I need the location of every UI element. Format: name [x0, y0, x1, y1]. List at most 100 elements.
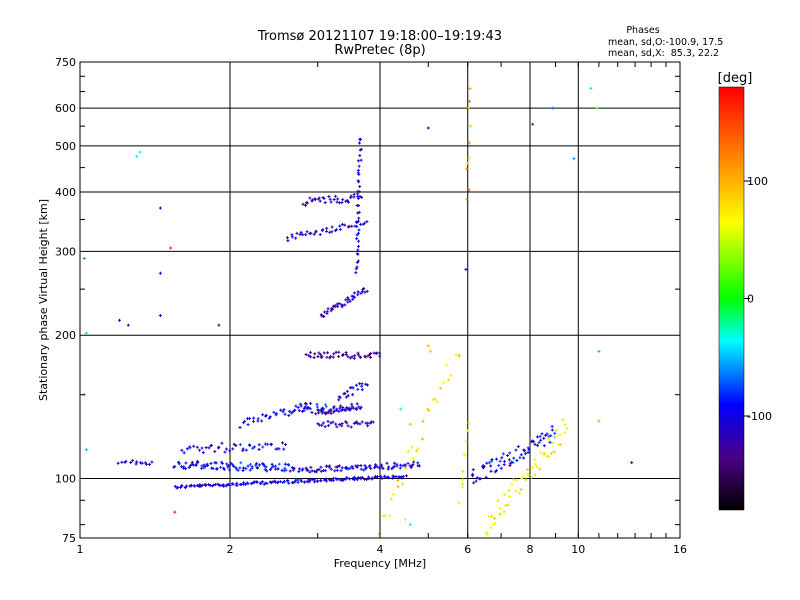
data-point	[324, 479, 328, 483]
data-point	[325, 229, 329, 233]
data-point	[357, 204, 361, 208]
data-point	[597, 419, 601, 423]
data-point	[356, 387, 360, 391]
data-point	[315, 468, 319, 472]
data-point	[519, 453, 523, 457]
data-point	[274, 413, 278, 417]
data-point	[283, 462, 287, 466]
data-point	[362, 468, 366, 472]
data-point	[147, 462, 151, 466]
data-point	[244, 466, 248, 470]
data-point	[310, 198, 314, 202]
data-point	[404, 466, 408, 470]
data-point	[214, 461, 218, 465]
data-point	[317, 411, 320, 415]
data-point	[351, 386, 355, 390]
data-point	[355, 402, 359, 406]
data-point	[182, 451, 186, 455]
data-point	[329, 411, 333, 415]
data-point	[507, 458, 511, 462]
colorbar-label: [deg]	[718, 71, 753, 86]
data-point	[323, 201, 327, 205]
data-point	[134, 462, 138, 466]
data-point	[326, 307, 330, 311]
data-point	[597, 349, 601, 353]
data-point	[270, 462, 274, 466]
data-point	[337, 464, 341, 468]
data-point	[256, 417, 260, 421]
data-point	[224, 447, 228, 451]
data-point	[351, 297, 355, 301]
data-point	[530, 475, 534, 479]
data-point	[467, 156, 471, 160]
data-point	[314, 229, 318, 233]
data-point	[319, 469, 323, 473]
x-tick-label: 6	[464, 543, 471, 556]
data-point	[533, 473, 537, 477]
data-point	[474, 479, 478, 483]
data-point	[467, 141, 471, 145]
data-point	[377, 466, 381, 470]
data-point	[502, 463, 506, 467]
data-point	[417, 464, 421, 468]
data-point	[561, 418, 565, 422]
data-point	[507, 488, 511, 492]
data-point	[447, 378, 451, 382]
data-point	[325, 355, 329, 359]
data-point	[294, 404, 298, 408]
data-point	[535, 435, 539, 439]
data-point	[358, 185, 362, 189]
colorbar	[719, 87, 744, 510]
data-point	[314, 412, 318, 416]
data-point	[315, 402, 319, 406]
data-point	[210, 443, 214, 447]
data-point	[439, 386, 443, 390]
data-point	[542, 452, 546, 456]
data-point	[261, 413, 265, 417]
data-point	[334, 465, 338, 469]
data-point	[521, 475, 525, 479]
data-point	[135, 154, 139, 158]
x-tick-label: 8	[527, 543, 534, 556]
chart-title: Tromsø 20121107 19:18:00–19:19:43	[257, 29, 502, 44]
data-point	[485, 461, 489, 465]
data-point	[383, 514, 387, 518]
data-point	[297, 409, 301, 413]
data-point	[346, 394, 350, 398]
data-point	[508, 462, 512, 466]
data-point	[329, 467, 333, 471]
data-point	[205, 462, 209, 466]
data-point	[243, 419, 247, 423]
data-point	[461, 482, 465, 486]
data-point	[325, 310, 329, 314]
data-point	[302, 480, 306, 484]
data-point	[234, 443, 238, 447]
data-point	[334, 350, 338, 354]
data-point	[197, 448, 201, 452]
y-tick-label: 75	[62, 532, 76, 545]
data-point	[526, 467, 530, 471]
data-point	[217, 323, 221, 327]
data-point	[335, 407, 339, 411]
data-point	[173, 484, 177, 488]
data-point	[406, 461, 410, 465]
data-point	[290, 465, 294, 469]
data-point	[433, 397, 437, 401]
data-point	[301, 202, 305, 206]
data-point	[510, 483, 514, 487]
data-point	[212, 483, 216, 487]
data-point	[531, 122, 535, 126]
data-point	[316, 479, 320, 483]
data-point	[264, 465, 268, 469]
data-point	[327, 464, 331, 468]
data-point	[360, 475, 364, 479]
data-point	[339, 469, 343, 473]
data-point	[334, 422, 338, 426]
data-point	[343, 392, 347, 396]
data-point	[312, 232, 316, 236]
data-point	[216, 446, 220, 450]
data-point	[354, 271, 358, 275]
data-point	[312, 478, 316, 482]
data-point	[352, 195, 356, 199]
data-point	[225, 462, 229, 466]
